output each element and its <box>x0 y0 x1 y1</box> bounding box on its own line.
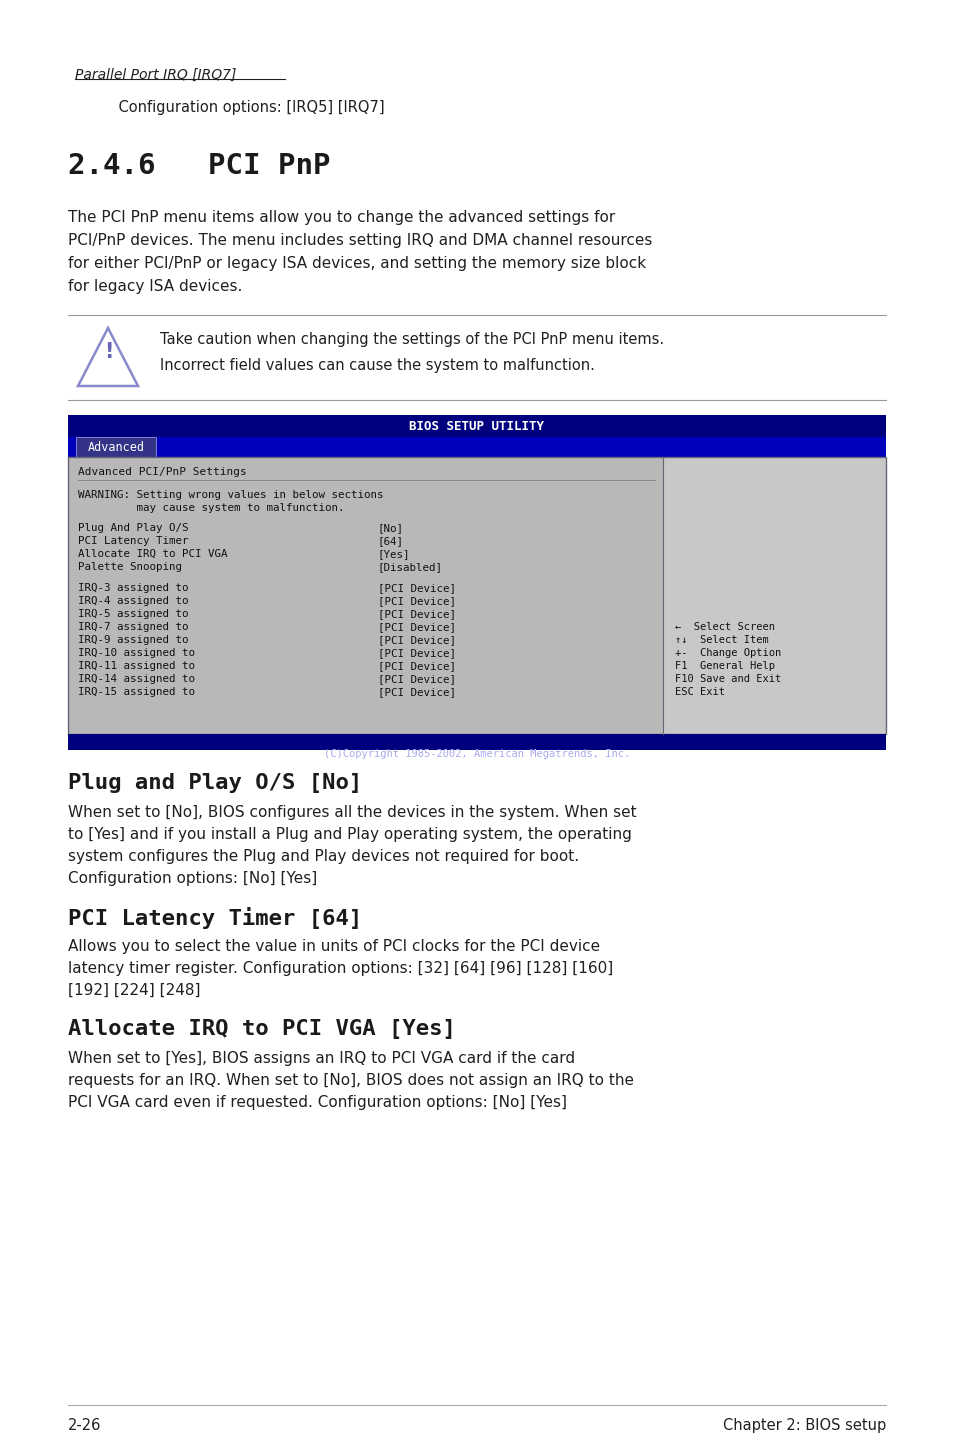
Text: Allocate IRQ to PCI VGA [Yes]: Allocate IRQ to PCI VGA [Yes] <box>68 1020 456 1040</box>
Text: PCI/PnP devices. The menu includes setting IRQ and DMA channel resources: PCI/PnP devices. The menu includes setti… <box>68 233 652 247</box>
Text: F10 Save and Exit: F10 Save and Exit <box>675 674 781 684</box>
Text: [64]: [64] <box>377 536 403 546</box>
Text: Plug And Play O/S: Plug And Play O/S <box>78 523 189 533</box>
Text: WARNING: Setting wrong values in below sections: WARNING: Setting wrong values in below s… <box>78 490 383 500</box>
Text: latency timer register. Configuration options: [32] [64] [96] [128] [160]: latency timer register. Configuration op… <box>68 961 613 976</box>
Text: for legacy ISA devices.: for legacy ISA devices. <box>68 279 242 293</box>
Text: Configuration options: [IRQ5] [IRQ7]: Configuration options: [IRQ5] [IRQ7] <box>100 101 384 115</box>
Text: Allocate IRQ to PCI VGA: Allocate IRQ to PCI VGA <box>78 549 227 559</box>
Text: [192] [224] [248]: [192] [224] [248] <box>68 984 200 998</box>
Text: [PCI Device]: [PCI Device] <box>377 595 456 605</box>
Text: When set to [Yes], BIOS assigns an IRQ to PCI VGA card if the card: When set to [Yes], BIOS assigns an IRQ t… <box>68 1051 575 1066</box>
Text: Palette Snooping: Palette Snooping <box>78 562 182 572</box>
Text: IRQ-7 assigned to: IRQ-7 assigned to <box>78 623 189 631</box>
Text: to [Yes] and if you install a Plug and Play operating system, the operating: to [Yes] and if you install a Plug and P… <box>68 827 631 843</box>
FancyBboxPatch shape <box>68 457 662 733</box>
Text: Incorrect field values can cause the system to malfunction.: Incorrect field values can cause the sys… <box>160 358 595 372</box>
Text: PCI Latency Timer [64]: PCI Latency Timer [64] <box>68 907 362 929</box>
Text: [PCI Device]: [PCI Device] <box>377 636 456 646</box>
Text: [PCI Device]: [PCI Device] <box>377 610 456 618</box>
Text: PCI Latency Timer: PCI Latency Timer <box>78 536 189 546</box>
Text: Configuration options: [No] [Yes]: Configuration options: [No] [Yes] <box>68 871 317 886</box>
Text: !: ! <box>104 342 113 362</box>
Text: Take caution when changing the settings of the PCI PnP menu items.: Take caution when changing the settings … <box>160 332 663 347</box>
Text: IRQ-11 assigned to: IRQ-11 assigned to <box>78 661 194 672</box>
Text: [Yes]: [Yes] <box>377 549 410 559</box>
Text: [No]: [No] <box>377 523 403 533</box>
Text: may cause system to malfunction.: may cause system to malfunction. <box>78 503 344 513</box>
Text: Parallel Port IRQ [IRQ7]: Parallel Port IRQ [IRQ7] <box>75 68 236 82</box>
Text: [PCI Device]: [PCI Device] <box>377 623 456 631</box>
Text: IRQ-10 assigned to: IRQ-10 assigned to <box>78 649 194 659</box>
Text: Advanced: Advanced <box>88 441 144 454</box>
Text: +-  Change Option: +- Change Option <box>675 649 781 659</box>
FancyBboxPatch shape <box>662 457 885 733</box>
FancyBboxPatch shape <box>68 416 885 437</box>
Text: When set to [No], BIOS configures all the devices in the system. When set: When set to [No], BIOS configures all th… <box>68 805 636 820</box>
Text: Allows you to select the value in units of PCI clocks for the PCI device: Allows you to select the value in units … <box>68 939 599 953</box>
Text: IRQ-4 assigned to: IRQ-4 assigned to <box>78 595 189 605</box>
Text: [PCI Device]: [PCI Device] <box>377 674 456 684</box>
Text: [PCI Device]: [PCI Device] <box>377 649 456 659</box>
Text: ←  Select Screen: ← Select Screen <box>675 623 774 631</box>
Text: IRQ-5 assigned to: IRQ-5 assigned to <box>78 610 189 618</box>
Text: [PCI Device]: [PCI Device] <box>377 661 456 672</box>
Text: requests for an IRQ. When set to [No], BIOS does not assign an IRQ to the: requests for an IRQ. When set to [No], B… <box>68 1073 634 1089</box>
Text: Advanced PCI/PnP Settings: Advanced PCI/PnP Settings <box>78 467 247 477</box>
Text: ESC Exit: ESC Exit <box>675 687 724 697</box>
Text: [Disabled]: [Disabled] <box>377 562 442 572</box>
Text: IRQ-9 assigned to: IRQ-9 assigned to <box>78 636 189 646</box>
Text: 2-26: 2-26 <box>68 1418 101 1434</box>
Text: Plug and Play O/S [No]: Plug and Play O/S [No] <box>68 774 362 792</box>
FancyBboxPatch shape <box>76 437 156 457</box>
Text: PCI VGA card even if requested. Configuration options: [No] [Yes]: PCI VGA card even if requested. Configur… <box>68 1094 566 1110</box>
Text: BIOS SETUP UTILITY: BIOS SETUP UTILITY <box>409 420 544 433</box>
FancyBboxPatch shape <box>68 437 885 457</box>
Text: IRQ-3 assigned to: IRQ-3 assigned to <box>78 582 189 592</box>
FancyBboxPatch shape <box>68 733 885 751</box>
Text: IRQ-14 assigned to: IRQ-14 assigned to <box>78 674 194 684</box>
Text: [PCI Device]: [PCI Device] <box>377 687 456 697</box>
Text: ↑↓  Select Item: ↑↓ Select Item <box>675 636 768 646</box>
Text: F1  General Help: F1 General Help <box>675 661 774 672</box>
Text: [PCI Device]: [PCI Device] <box>377 582 456 592</box>
Text: system configures the Plug and Play devices not required for boot.: system configures the Plug and Play devi… <box>68 848 578 864</box>
Text: IRQ-15 assigned to: IRQ-15 assigned to <box>78 687 194 697</box>
Text: The PCI PnP menu items allow you to change the advanced settings for: The PCI PnP menu items allow you to chan… <box>68 210 615 224</box>
Text: (C)Copyright 1985-2002, American Megatrends, Inc.: (C)Copyright 1985-2002, American Megatre… <box>323 749 630 759</box>
Text: Chapter 2: BIOS setup: Chapter 2: BIOS setup <box>722 1418 885 1434</box>
Text: for either PCI/PnP or legacy ISA devices, and setting the memory size block: for either PCI/PnP or legacy ISA devices… <box>68 256 645 270</box>
Text: 2.4.6   PCI PnP: 2.4.6 PCI PnP <box>68 152 330 180</box>
